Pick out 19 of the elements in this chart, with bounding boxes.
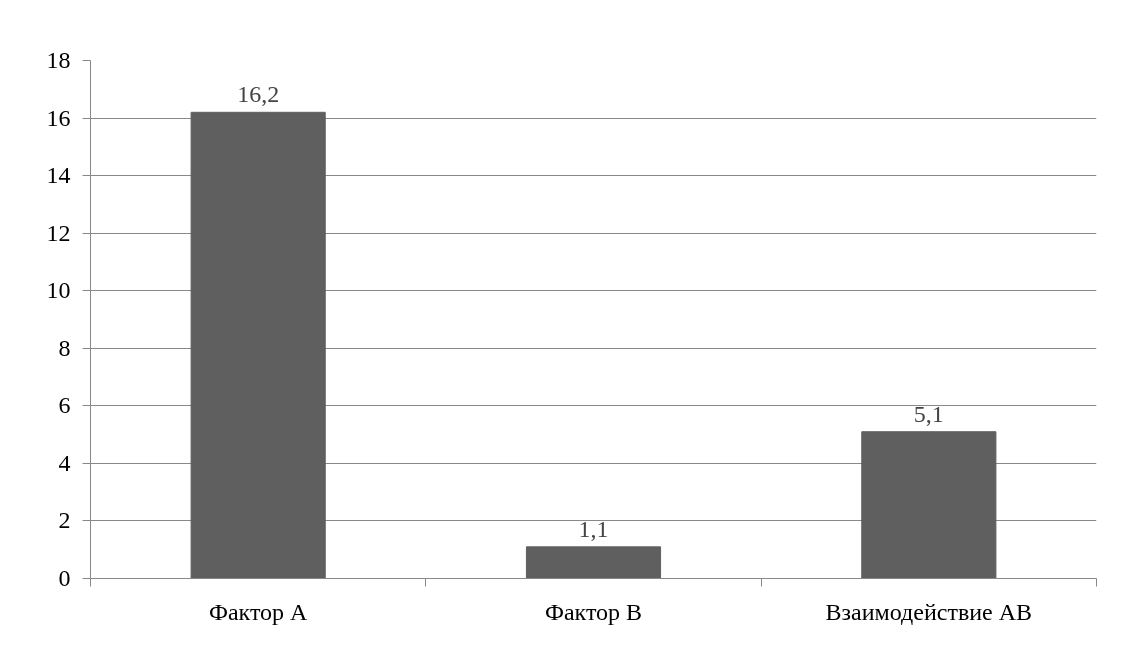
x-tick-label: Фактор В (544, 598, 643, 625)
y-tick-label: 14 (46, 162, 71, 189)
y-tick-label: 0 (58, 565, 71, 591)
y-tick-label: 8 (58, 334, 71, 361)
data-label: 1,1 (578, 515, 609, 542)
y-tick-label: 2 (58, 507, 71, 534)
y-tick-label: 12 (46, 219, 71, 246)
x-tick-label: Взаимодействие АВ (825, 598, 1033, 625)
data-label: 16,2 (237, 81, 280, 108)
y-tick-label: 16 (46, 104, 71, 131)
bar (190, 111, 326, 579)
y-tick-label: 6 (58, 392, 71, 419)
x-tick-label: Фактор А (208, 598, 309, 625)
y-tick-label: 4 (58, 449, 71, 476)
y-tick-label: 18 (46, 47, 71, 73)
data-label: 5,1 (913, 400, 944, 427)
bar (525, 546, 662, 579)
y-tick-label: 10 (46, 277, 71, 304)
bar (861, 431, 997, 579)
